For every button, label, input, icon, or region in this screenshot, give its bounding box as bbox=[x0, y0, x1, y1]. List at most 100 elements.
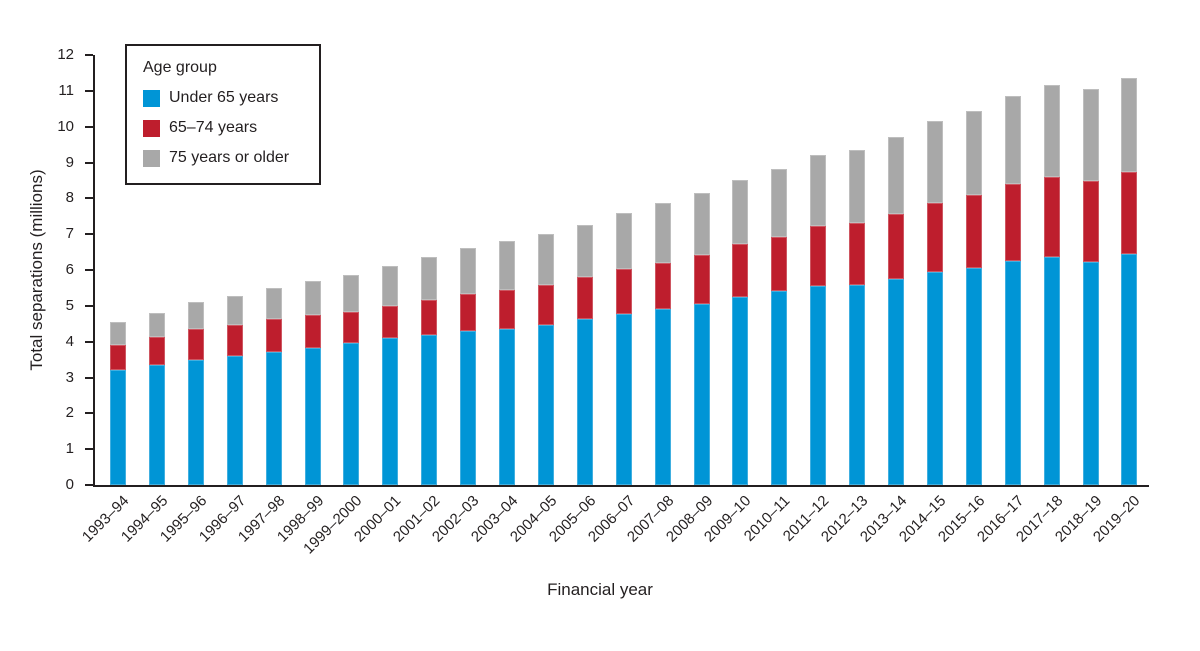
bar-segment bbox=[771, 168, 788, 237]
bar-segment bbox=[382, 305, 399, 339]
bar-segment bbox=[1082, 89, 1099, 182]
bar-segment bbox=[1043, 176, 1060, 258]
stacked-bar-1997–98 bbox=[265, 287, 282, 485]
y-axis-tick-mark bbox=[85, 233, 93, 236]
stacked-bar-2018–19 bbox=[1082, 89, 1099, 485]
legend-label-under-65: Under 65 years bbox=[169, 89, 279, 106]
y-axis-tick-label: 7 bbox=[65, 225, 74, 243]
bar-segment bbox=[1082, 261, 1099, 485]
bar-segment bbox=[576, 277, 593, 320]
bar-segment bbox=[1121, 254, 1138, 485]
bar-segment bbox=[226, 324, 243, 356]
bar-segment bbox=[343, 312, 360, 344]
x-axis-title: Financial year bbox=[547, 580, 653, 599]
y-axis-tick-label: 0 bbox=[65, 476, 74, 493]
bar-segment bbox=[421, 257, 438, 301]
bar-segment bbox=[1082, 181, 1099, 262]
stacked-bar-2010–11 bbox=[771, 168, 788, 485]
bar-segment bbox=[343, 343, 360, 485]
legend-box: Age group Under 65 years 65–74 years 75 … bbox=[125, 44, 321, 185]
stacked-bar-2005–06 bbox=[576, 224, 593, 485]
bar-segment bbox=[187, 359, 204, 485]
bar-segment bbox=[732, 243, 749, 298]
legend-item-65-74: 65–74 years bbox=[143, 119, 307, 137]
stacked-bar-2008–09 bbox=[693, 192, 710, 485]
bar-segment bbox=[110, 370, 126, 485]
bar-segment bbox=[499, 290, 515, 329]
bar-segment bbox=[926, 272, 943, 485]
y-axis-tick-label: 9 bbox=[65, 153, 74, 171]
bar-segment bbox=[654, 202, 671, 263]
bar-segment bbox=[148, 337, 165, 365]
bar-segment bbox=[654, 262, 671, 310]
bar-segment bbox=[265, 351, 282, 485]
legend-item-under-65: Under 65 years bbox=[143, 89, 307, 107]
bar-segment bbox=[810, 225, 827, 287]
stacked-bar-1995–96 bbox=[187, 302, 204, 485]
bar-segment bbox=[810, 155, 827, 226]
y-axis-tick-mark bbox=[85, 125, 93, 128]
bar-segment bbox=[888, 279, 904, 485]
bar-segment bbox=[615, 213, 632, 270]
y-axis-tick-label: 3 bbox=[65, 368, 74, 386]
bar-segment bbox=[187, 302, 204, 330]
y-axis-tick-label: 6 bbox=[65, 261, 74, 278]
legend-title: Age group bbox=[143, 59, 217, 76]
bar-segment bbox=[771, 291, 788, 485]
bar-segment bbox=[1121, 78, 1138, 172]
bar-segment bbox=[460, 294, 477, 331]
bar-segment bbox=[1004, 96, 1021, 184]
bar-segment bbox=[615, 269, 632, 315]
bar-segment bbox=[226, 296, 243, 325]
stacked-bar-2013–14 bbox=[888, 137, 904, 485]
y-axis-tick-mark bbox=[85, 448, 93, 451]
bar-segment bbox=[926, 203, 943, 273]
bar-segment bbox=[965, 110, 982, 195]
bar-segment bbox=[148, 313, 165, 337]
legend-swatch-65-74-icon bbox=[143, 119, 160, 137]
stacked-bar-2003–04 bbox=[499, 241, 515, 485]
y-axis-tick-mark bbox=[85, 484, 93, 486]
bar-segment bbox=[849, 223, 866, 286]
y-axis-tick-mark bbox=[85, 89, 93, 92]
bar-segment bbox=[732, 297, 749, 485]
bar-segment bbox=[888, 137, 904, 215]
bar-segment bbox=[499, 328, 515, 485]
bar-segment bbox=[226, 356, 243, 485]
y-axis-tick-label: 4 bbox=[65, 332, 74, 350]
bar-segment bbox=[499, 241, 515, 291]
bar-segment bbox=[187, 329, 204, 360]
legend-label-75-older: 75 years or older bbox=[169, 149, 290, 166]
bar-segment bbox=[460, 247, 477, 295]
bar-segment bbox=[382, 338, 399, 485]
bar-segment bbox=[888, 214, 904, 280]
stacked-bar-2007–08 bbox=[654, 202, 671, 485]
bar-segment bbox=[965, 194, 982, 269]
bar-segment bbox=[537, 234, 554, 286]
y-axis-tick-mark bbox=[85, 269, 93, 271]
bar-segment bbox=[421, 334, 438, 485]
y-axis-tick-mark bbox=[85, 161, 93, 164]
bar-segment bbox=[382, 266, 399, 306]
stacked-bar-2017–18 bbox=[1043, 85, 1060, 485]
bar-segment bbox=[926, 121, 943, 204]
y-axis-tick-label: 5 bbox=[65, 296, 74, 314]
bar-segment bbox=[693, 254, 710, 304]
bar-segment bbox=[148, 364, 165, 485]
bar-segment bbox=[421, 300, 438, 335]
y-axis-tick-label: 8 bbox=[65, 189, 74, 207]
bar-segment bbox=[615, 314, 632, 485]
stacked-bar-2004–05 bbox=[537, 234, 554, 485]
stacked-bar-2014–15 bbox=[926, 121, 943, 485]
bar-segment bbox=[693, 303, 710, 485]
y-axis-tick-label: 11 bbox=[58, 81, 74, 99]
legend-swatch-75-older-icon bbox=[143, 149, 160, 167]
y-axis-tick-label: 2 bbox=[65, 404, 74, 422]
stacked-bar-1999–2000 bbox=[343, 275, 360, 485]
bar-segment bbox=[654, 309, 671, 485]
bar-segment bbox=[849, 149, 866, 224]
y-axis-tick-label: 12 bbox=[57, 46, 74, 63]
bar-segment bbox=[110, 345, 126, 371]
bar-segment bbox=[849, 285, 866, 485]
